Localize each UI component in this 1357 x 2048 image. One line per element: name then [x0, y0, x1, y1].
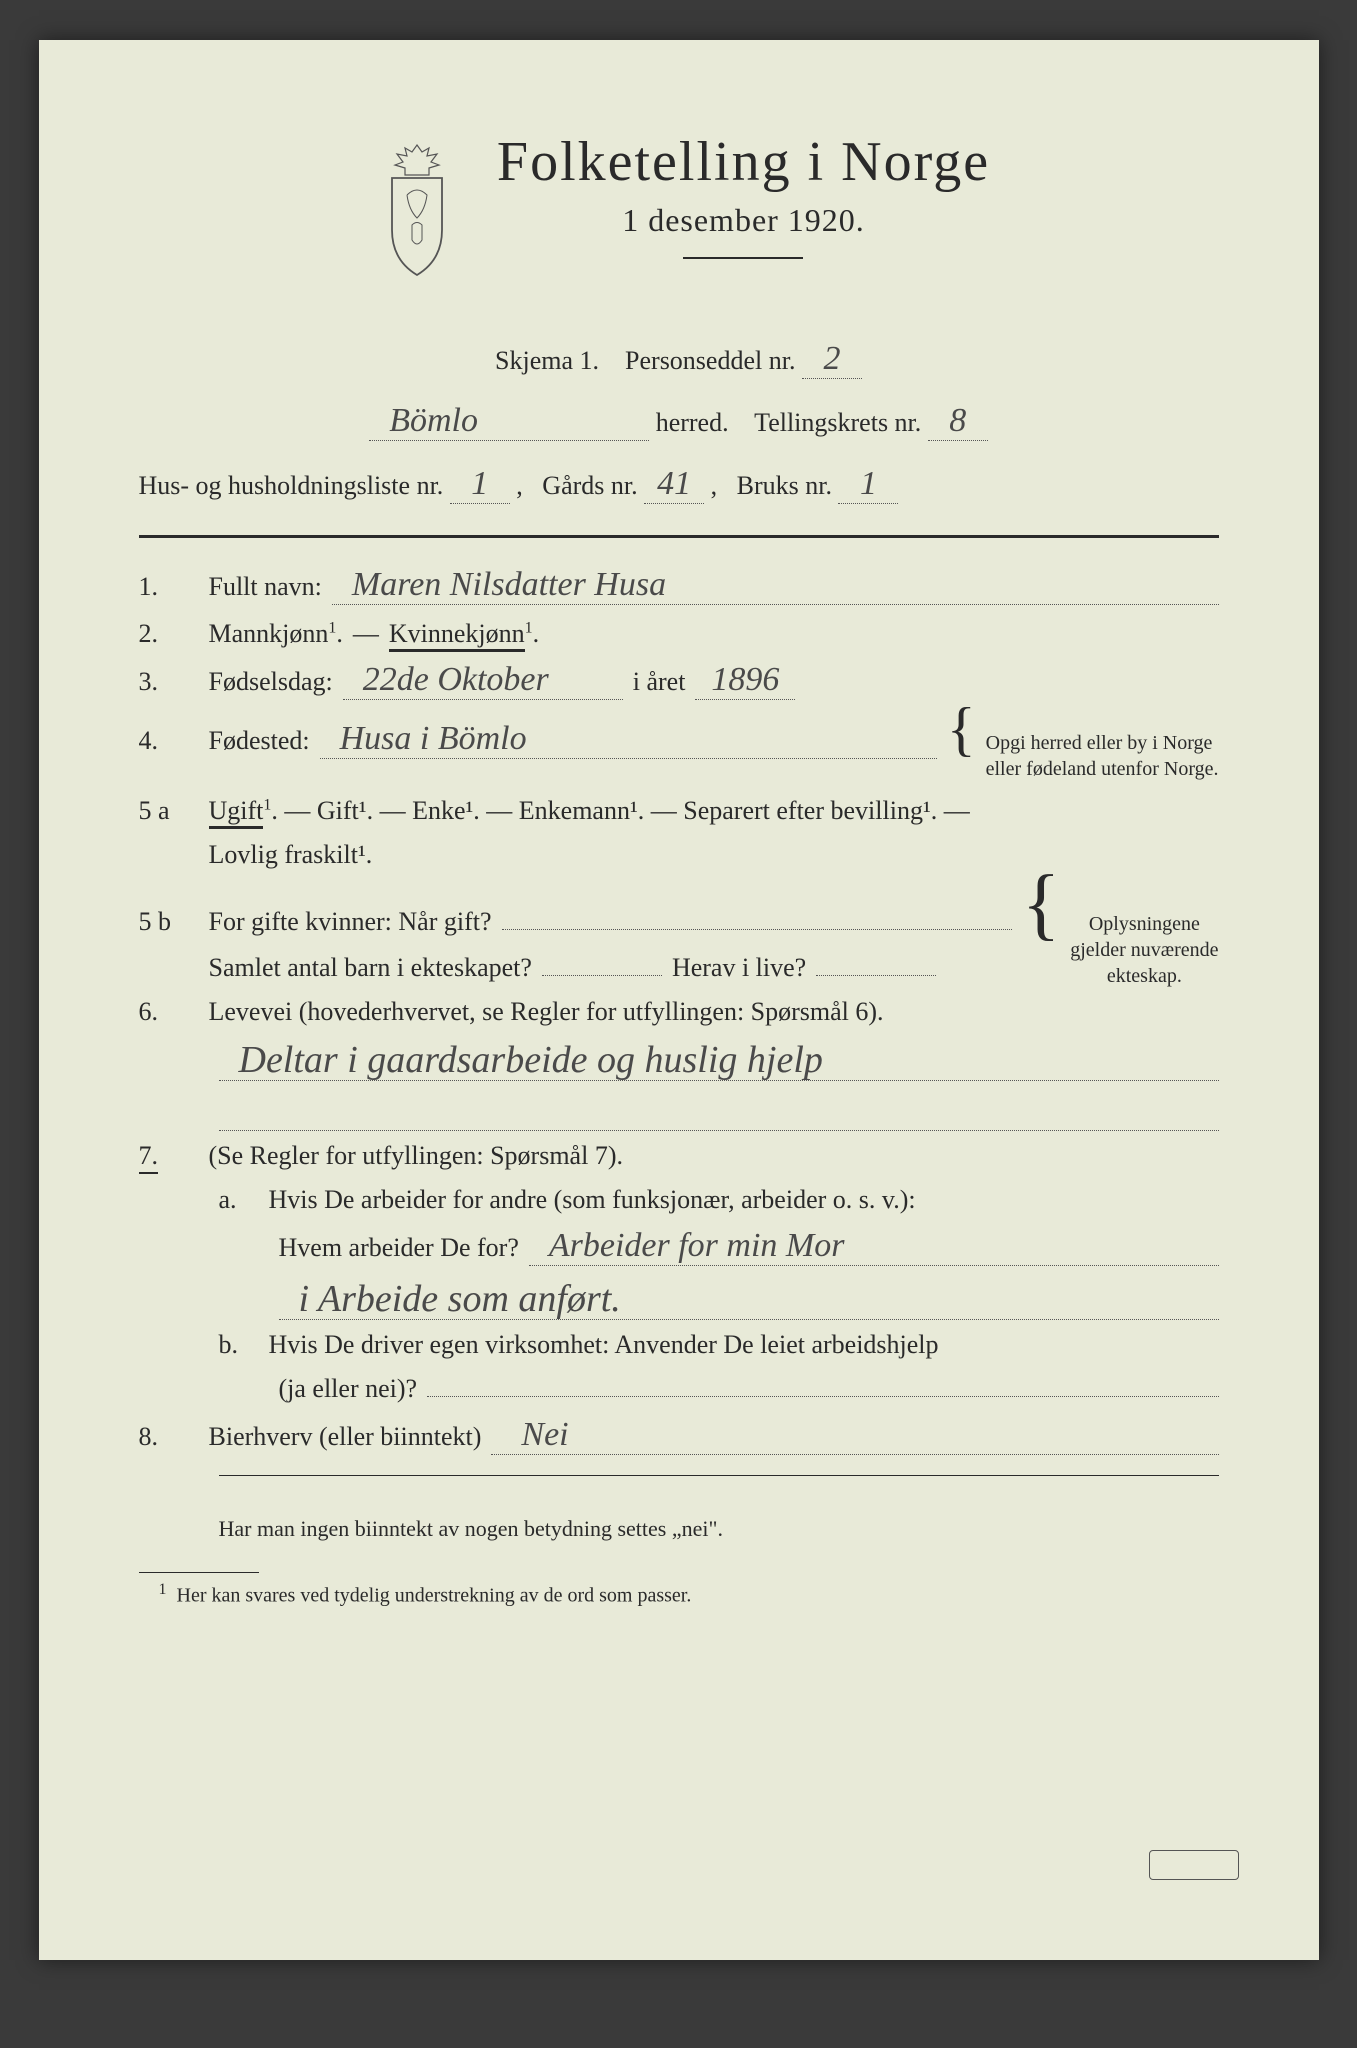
- q1-num: 1.: [139, 572, 199, 602]
- coat-of-arms-icon: [367, 140, 467, 280]
- footer-note: Har man ingen biinntekt av nogen betydni…: [219, 1516, 1219, 1542]
- divider-bottom: [219, 1475, 1219, 1476]
- footnote: 1 Her kan svares ved tydelig understrekn…: [139, 1581, 1219, 1608]
- q8-label: Bierhverv (eller biinntekt): [209, 1422, 482, 1452]
- sub-title: 1 desember 1920.: [497, 202, 990, 239]
- q5a-num: 5 a: [139, 796, 199, 826]
- q5b-row2: Samlet antal barn i ekteskapet? Herav i …: [139, 953, 1219, 983]
- bruks-label: Bruks nr.: [737, 471, 832, 500]
- q4-note: Opgi herred eller by i Norge eller fødel…: [986, 730, 1219, 782]
- q6-label: Levevei (hovederhvervet, se Regler for u…: [209, 997, 884, 1027]
- q6-row: 6. Levevei (hovederhvervet, se Regler fo…: [139, 997, 1219, 1027]
- main-title: Folketelling i Norge: [497, 130, 990, 194]
- q7b-row2: (ja eller nei)?: [139, 1374, 1219, 1404]
- q5b-note: Oplysningene gjelder nuværende ekteskap.: [1070, 911, 1218, 989]
- q1-label: Fullt navn:: [209, 572, 322, 602]
- q7b-row1: b. Hvis De driver egen virksomhet: Anven…: [139, 1330, 1219, 1360]
- personseddel-label: Personseddel nr.: [625, 346, 795, 375]
- meta-line-3: Hus- og husholdningsliste nr. 1 , Gårds …: [139, 455, 1219, 517]
- q7a-row1: a. Hvis De arbeider for andre (som funks…: [139, 1185, 1219, 1215]
- q3-label: Fødselsdag:: [209, 667, 333, 697]
- q7a-l2: Hvem arbeider De for?: [279, 1233, 519, 1263]
- q3-day: 22de Oktober: [343, 663, 623, 700]
- q7-row: 7. (Se Regler for utfyllingen: Spørsmål …: [139, 1141, 1219, 1171]
- q7a-l1: Hvis De arbeider for andre (som funksjon…: [269, 1185, 916, 1215]
- q7a-value2: i Arbeide som anført.: [279, 1280, 1219, 1320]
- q8-row: 8. Bierhverv (eller biinntekt) Nei: [139, 1418, 1219, 1455]
- hus-nr: 1: [450, 467, 510, 504]
- bruks-nr: 1: [838, 467, 898, 504]
- q1-value: Maren Nilsdatter Husa: [332, 568, 1219, 605]
- q7b-l1: Hvis De driver egen virksomhet: Anvender…: [269, 1330, 939, 1360]
- q2-row: 2. Mannkjønn1. — Kvinnekjønn1.: [139, 619, 1219, 649]
- q3-row: 3. Fødselsdag: 22de Oktober i året 1896: [139, 663, 1219, 700]
- meta-line-1: Skjema 1. Personseddel nr. 2: [139, 330, 1219, 392]
- q5a-line2: Lovlig fraskilt¹.: [209, 840, 373, 870]
- brace-icon: {: [1022, 884, 1060, 924]
- q5a-ugift: Ugift: [209, 796, 264, 829]
- q2-dash: —: [353, 619, 379, 649]
- q6-value: Deltar i gaardsarbeide og huslig hjelp: [219, 1041, 1219, 1081]
- q5b-barn-value: [542, 973, 662, 976]
- brace-icon: {: [947, 714, 976, 744]
- q7b-l2: (ja eller nei)?: [279, 1374, 418, 1404]
- census-form-page: Folketelling i Norge 1 desember 1920. Sk…: [39, 40, 1319, 1960]
- q2-male: Mannkjønn1.: [209, 619, 343, 649]
- hus-label: Hus- og husholdningsliste nr.: [139, 471, 444, 500]
- herred-value: Bömlo: [369, 404, 649, 441]
- q5b-label2: Samlet antal barn i ekteskapet?: [209, 953, 532, 983]
- footnote-rule: [139, 1572, 259, 1573]
- q5b-num: 5 b: [139, 907, 199, 937]
- q4-num: 4.: [139, 726, 199, 756]
- tellingskrets-nr: 8: [928, 404, 988, 441]
- q4-label: Fødested:: [209, 726, 310, 756]
- title-rule: [683, 257, 803, 259]
- personseddel-nr: 2: [802, 342, 862, 379]
- q5b-label3: Herav i live?: [672, 953, 806, 983]
- q6-num: 6.: [139, 997, 199, 1027]
- header: Folketelling i Norge 1 desember 1920.: [139, 130, 1219, 280]
- q3-year: 1896: [695, 663, 795, 700]
- q7b-value: [427, 1394, 1218, 1397]
- q3-num: 3.: [139, 667, 199, 697]
- q5a-options: Ugift1. — Gift¹. — Enke¹. — Enkemann¹. —…: [209, 796, 970, 826]
- tellingskrets-label: Tellingskrets nr.: [754, 408, 921, 437]
- gards-label: Gårds nr.: [542, 471, 637, 500]
- q4-row: 4. Fødested: Husa i Bömlo { Opgi herred …: [139, 714, 1219, 782]
- q7-num: 7.: [139, 1141, 199, 1171]
- q8-num: 8.: [139, 1422, 199, 1452]
- q2-female: Kvinnekjønn1.: [389, 619, 539, 649]
- meta-line-2: Bömlo herred. Tellingskrets nr. 8: [139, 392, 1219, 454]
- q7a-row2: Hvem arbeider De for? Arbeider for min M…: [139, 1229, 1219, 1266]
- gards-nr: 41: [644, 467, 704, 504]
- q7b-letter: b.: [219, 1330, 259, 1360]
- q5b-gift-value: [502, 927, 1012, 930]
- q3-year-label: i året: [633, 667, 686, 697]
- q5a-row: 5 a Ugift1. — Gift¹. — Enke¹. — Enkemann…: [139, 796, 1219, 826]
- q5b-live-value: [816, 973, 936, 976]
- printer-stamp: [1149, 1850, 1239, 1880]
- q1-row: 1. Fullt navn: Maren Nilsdatter Husa: [139, 568, 1219, 605]
- divider-top: [139, 535, 1219, 538]
- q7-label: (Se Regler for utfyllingen: Spørsmål 7).: [209, 1141, 623, 1171]
- q8-value: Nei: [491, 1418, 1218, 1455]
- q7a-value: Arbeider for min Mor: [529, 1229, 1219, 1266]
- q6-value-blank: [219, 1091, 1219, 1131]
- q7a-letter: a.: [219, 1185, 259, 1215]
- herred-label: herred.: [656, 408, 729, 437]
- q2-num: 2.: [139, 619, 199, 649]
- q4-value: Husa i Bömlo: [320, 722, 937, 759]
- skjema-label: Skjema 1.: [495, 346, 599, 375]
- title-block: Folketelling i Norge 1 desember 1920.: [497, 130, 990, 259]
- q5b-label1: For gifte kvinner: Når gift?: [209, 907, 492, 937]
